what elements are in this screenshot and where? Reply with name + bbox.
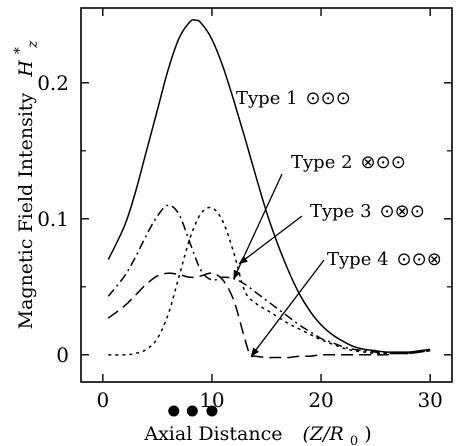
plot-frame <box>80 7 453 383</box>
series-line-type-4 <box>107 272 431 359</box>
coil-marker <box>186 405 198 417</box>
y-tick-label: 0.1 <box>37 207 69 231</box>
x-tick-label: 20 <box>308 388 333 412</box>
x-axis-unit: (Z/R <box>303 423 344 445</box>
annotation-label-type-4: Type 4 ⊙⊙⊗ <box>327 249 442 270</box>
annotations: Type 1 ⊙⊙⊙ Type 2 ⊗⊙⊙ Type 3 ⊙⊗⊙ Type 4 ⊙⊙⊗ <box>233 88 442 357</box>
y-axis-symbol: H <box>15 60 37 78</box>
y-axis-label: Magnetic Field Intensity H * z <box>7 40 41 329</box>
coil-marker <box>206 405 218 417</box>
series-line-type-2 <box>107 204 431 355</box>
annotation-label-type-1: Type 1 ⊙⊙⊙ <box>236 88 351 109</box>
x-tick-label: 0 <box>96 388 109 412</box>
y-axis-symbol-sup: * <box>12 47 28 54</box>
x-axis-unit-sub: 0 <box>350 434 358 446</box>
series-line-type-1 <box>107 18 431 353</box>
coil-polarity-symbols: ⊗⊙⊙ <box>361 152 406 173</box>
annotation-arrow-type-4 <box>250 259 325 357</box>
coil-polarity-symbols: ⊙⊙⊗ <box>397 249 442 270</box>
coil-polarity-symbols: ⊙⊙⊙ <box>306 88 351 109</box>
y-axis-symbol-sub: z <box>25 40 41 49</box>
coil-polarity-symbols: ⊙⊗⊙ <box>380 201 425 222</box>
coil-markers <box>168 405 218 417</box>
series-line-type-3 <box>108 206 431 356</box>
plot-border <box>80 7 453 383</box>
series-lines <box>107 18 431 359</box>
y-axis-label-text: Magnetic Field Intensity <box>15 92 37 329</box>
x-axis-label: Axial Distance (Z/R 0 ) <box>143 423 371 446</box>
annotation-label-type-2: Type 2 ⊗⊙⊙ <box>291 152 406 173</box>
x-axis-unit-close: ) <box>364 423 371 445</box>
x-tick-label: 30 <box>417 388 442 412</box>
y-tick-label: 0.2 <box>37 71 69 95</box>
y-tick-label: 0 <box>56 343 69 367</box>
annotation-label-type-3: Type 3 ⊙⊗⊙ <box>310 201 425 222</box>
annotation-arrow-type-3 <box>238 215 303 265</box>
coil-marker <box>168 405 180 417</box>
x-axis-label-text: Axial Distance <box>143 423 282 445</box>
